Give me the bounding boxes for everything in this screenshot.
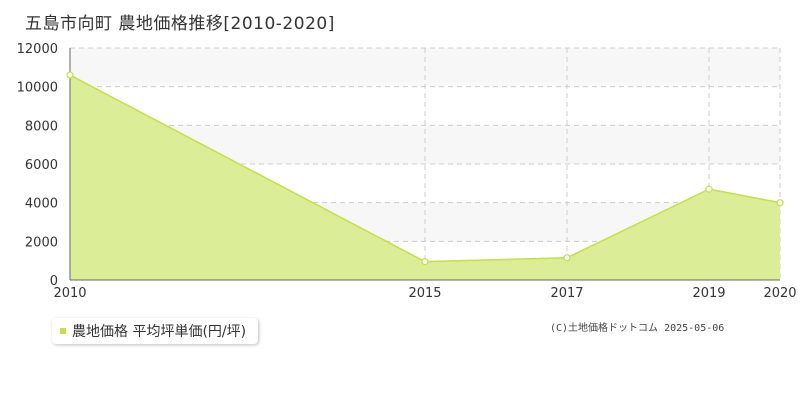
legend: 農地価格 平均坪単価(円/坪) (52, 318, 259, 344)
y-tick-label: 4000 (25, 197, 58, 212)
x-tick-label: 2020 (763, 286, 796, 301)
x-tick-label: 2010 (53, 286, 86, 301)
data-point (776, 199, 784, 207)
x-tick-label: 2015 (408, 286, 441, 301)
legend-label: 農地価格 平均坪単価(円/坪) (72, 324, 247, 340)
y-tick-label: 10000 (17, 81, 58, 96)
data-point (66, 71, 74, 79)
data-point (421, 258, 429, 266)
y-tick-label: 8000 (25, 119, 58, 134)
y-tick-label: 2000 (25, 235, 58, 250)
y-tick-label: 12000 (17, 42, 58, 57)
data-point (563, 254, 571, 262)
x-tick-label: 2019 (692, 286, 725, 301)
y-tick-label: 6000 (25, 158, 58, 173)
y-tick-label: 0 (50, 274, 58, 289)
copyright: (C)土地価格ドットコム 2025-05-06 (550, 323, 725, 334)
series-area (70, 75, 780, 280)
chart-title: 五島市向町 農地価格推移[2010-2020] (25, 14, 335, 34)
data-point (705, 185, 713, 193)
x-tick-label: 2017 (550, 286, 583, 301)
legend-swatch (60, 328, 66, 334)
